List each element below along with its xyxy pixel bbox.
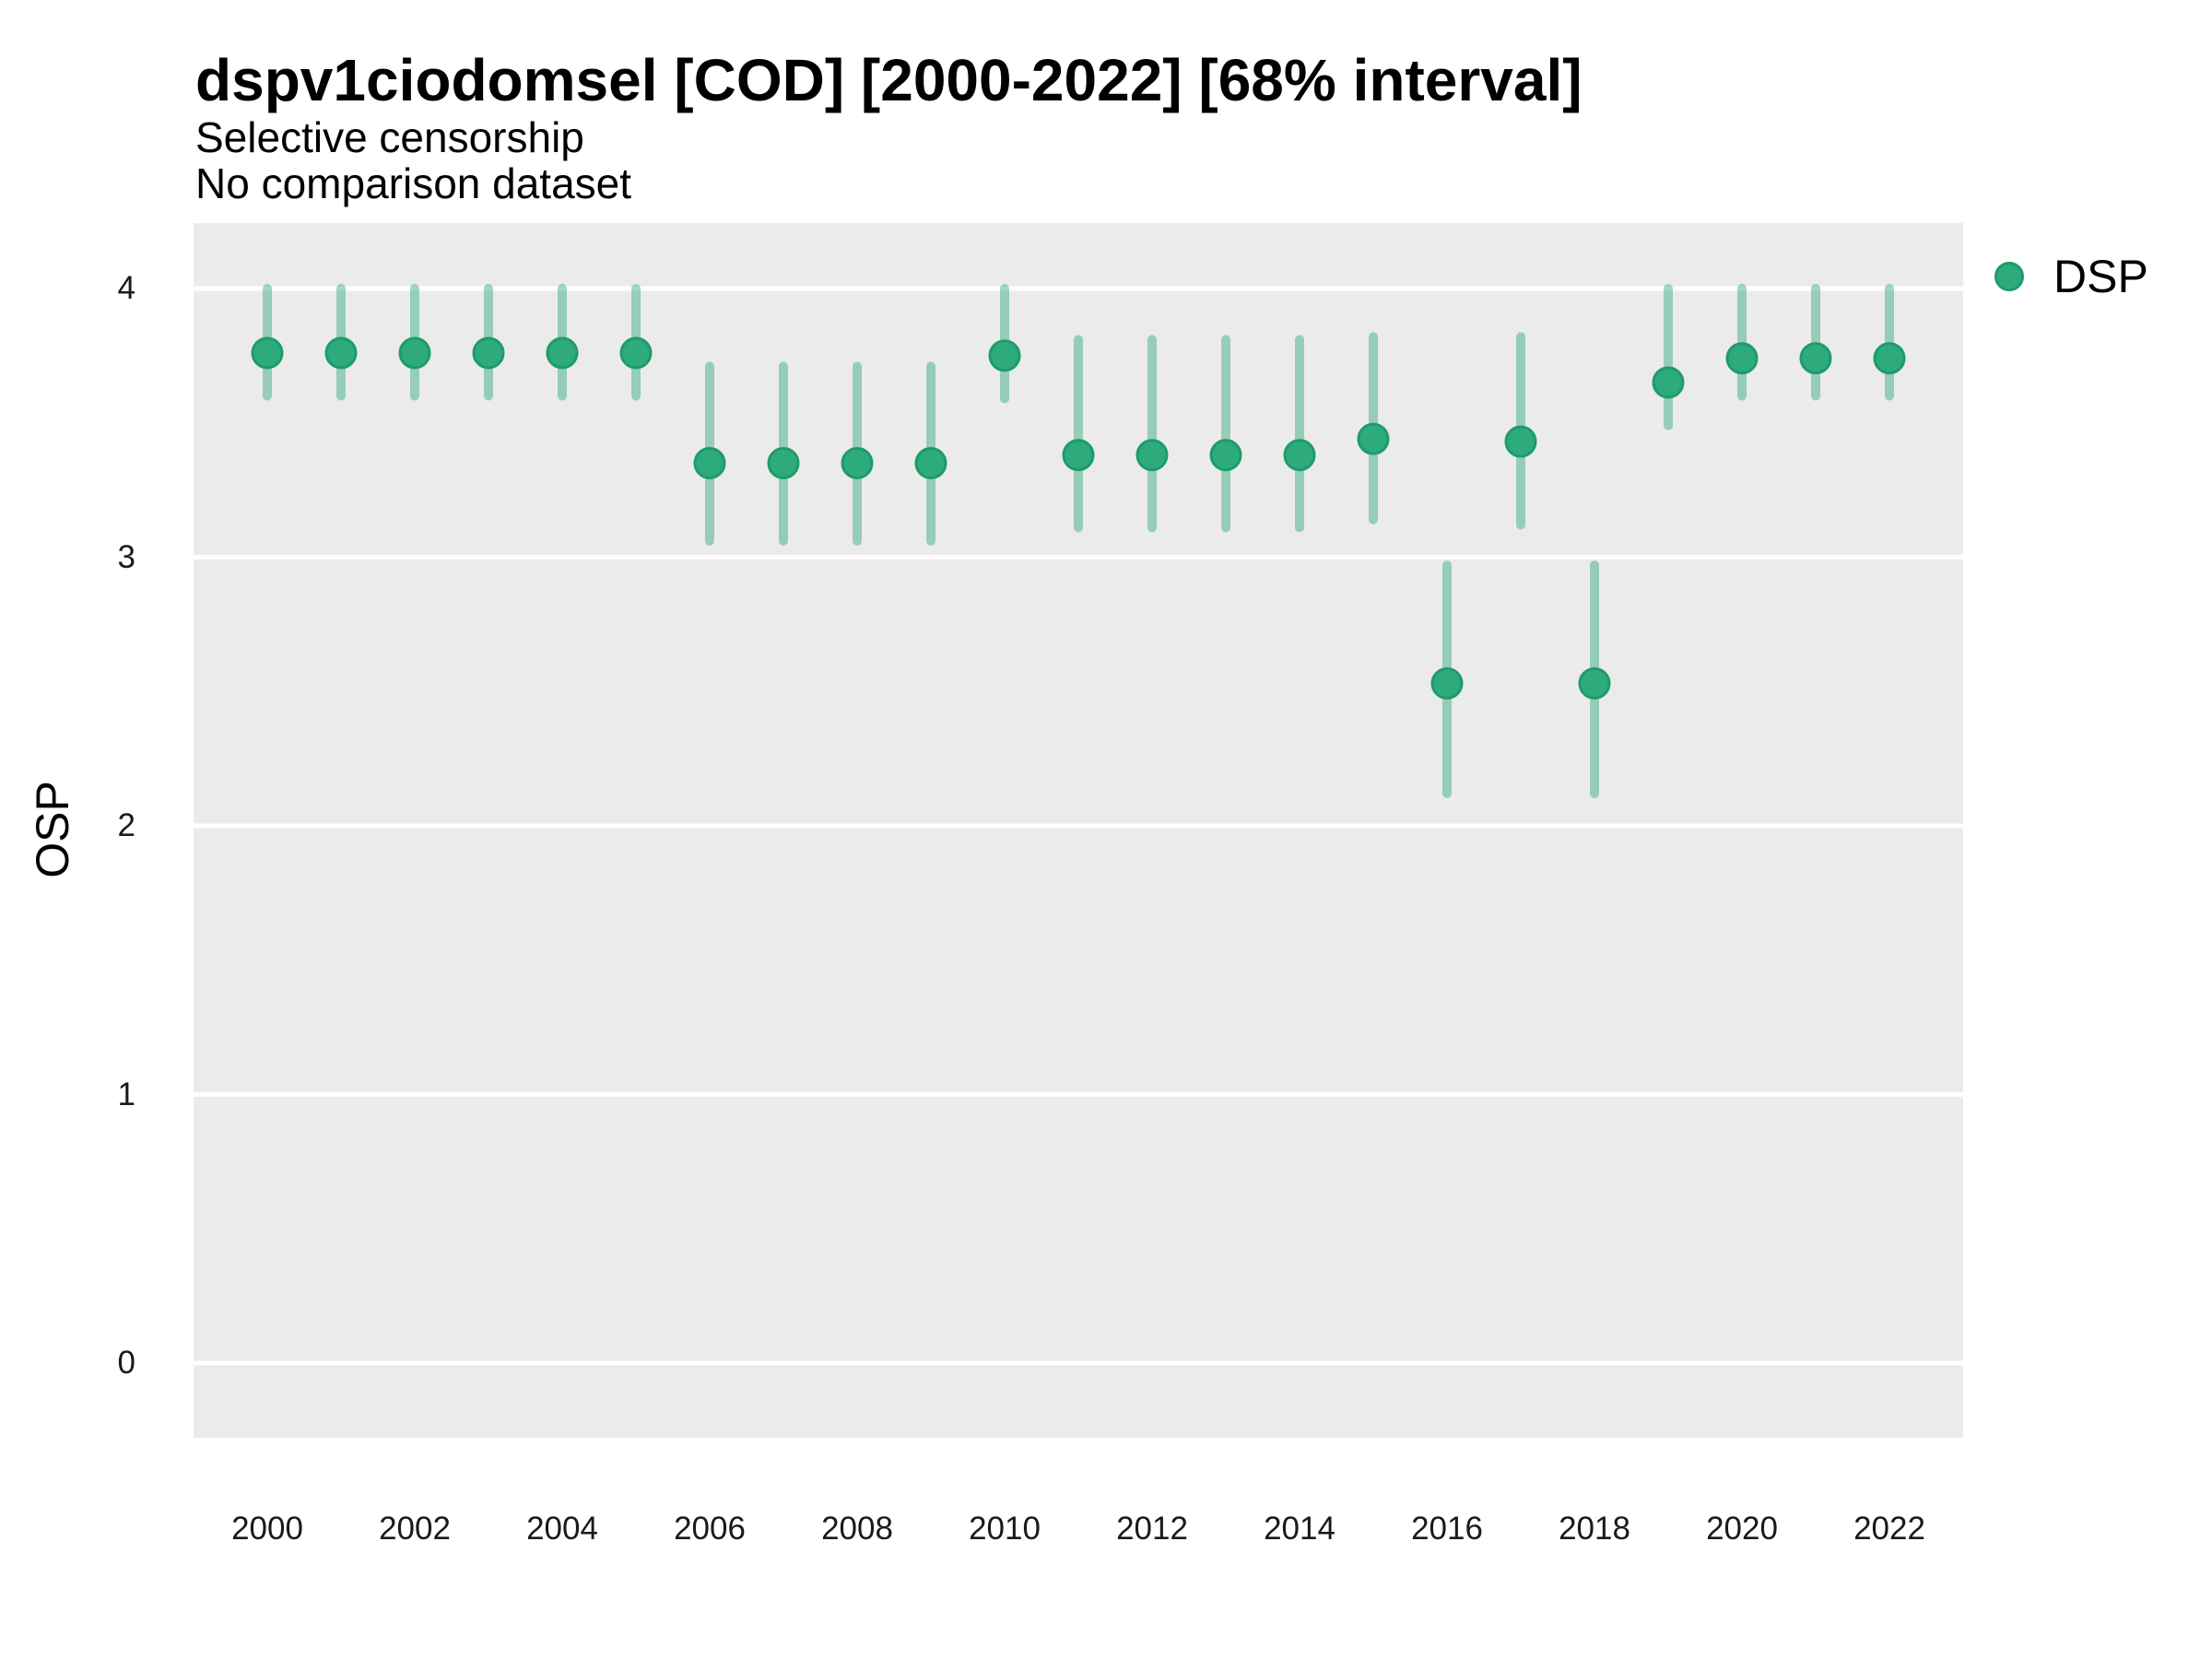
legend-dsp-label: DSP <box>2053 251 2148 302</box>
x-tick-label-2000: 2000 <box>231 1511 303 1547</box>
x-tick-label-2008: 2008 <box>821 1511 893 1547</box>
x-tick-label-2004: 2004 <box>526 1511 598 1547</box>
x-tick-label-2016: 2016 <box>1411 1511 1483 1547</box>
x-tick-label-2012: 2012 <box>1116 1511 1188 1547</box>
y-tick-label-4: 4 <box>117 270 135 306</box>
y-tick-label-2: 2 <box>117 807 135 843</box>
x-tick-label-2020: 2020 <box>1706 1511 1778 1547</box>
y-tick-label-3: 3 <box>117 538 135 575</box>
legend-dsp-dot <box>1994 262 2024 291</box>
x-tick-label-2002: 2002 <box>379 1511 451 1547</box>
plot-panel <box>194 223 1963 1438</box>
x-tick-label-2022: 2022 <box>1853 1511 1925 1547</box>
chart-subtitle-line1: Selective censorship <box>195 113 584 161</box>
chart-subtitle-line2: No comparison dataset <box>195 159 632 207</box>
y-tick-label-1: 1 <box>117 1076 135 1112</box>
x-tick-label-2006: 2006 <box>674 1511 746 1547</box>
x-tick-label-2014: 2014 <box>1264 1511 1335 1547</box>
y-tick-label-0: 0 <box>117 1345 135 1381</box>
y-axis-title: OSP <box>27 781 78 878</box>
x-tick-label-2010: 2010 <box>969 1511 1041 1547</box>
chart-title: dspv1ciodomsel [COD] [2000-2022] [68% in… <box>195 47 1583 113</box>
x-tick-label-2018: 2018 <box>1559 1511 1630 1547</box>
